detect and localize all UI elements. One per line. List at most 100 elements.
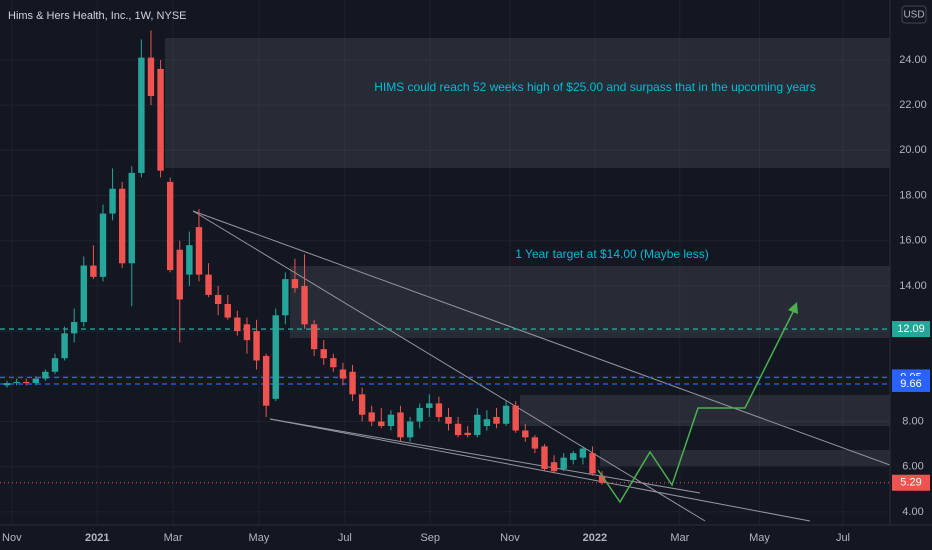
- candle-body: [474, 414, 481, 436]
- candle-body: [23, 381, 30, 384]
- candle-body: [330, 358, 337, 368]
- x-tick-label: Mar: [164, 532, 183, 544]
- candle-body: [80, 265, 87, 323]
- trendline: [269, 418, 811, 522]
- candle-body: [291, 279, 299, 289]
- candle-body: [42, 371, 49, 379]
- candle-body: [205, 274, 212, 295]
- candle-body: [214, 294, 222, 304]
- candle-body: [512, 405, 519, 431]
- candles: [3, 30, 606, 485]
- currency-box[interactable]: [901, 5, 927, 24]
- candle-body: [589, 453, 596, 474]
- candle-body: [138, 57, 145, 173]
- candle-body: [243, 324, 251, 341]
- price-tag: [892, 321, 930, 338]
- candle-body: [70, 322, 78, 334]
- candle-body: [406, 421, 414, 438]
- candle-body: [541, 446, 548, 469]
- y-tick-label: 24.00: [899, 54, 927, 66]
- candle-body: [445, 416, 452, 424]
- zone: [600, 450, 890, 466]
- candle-body: [118, 188, 126, 264]
- candle-body: [483, 419, 491, 427]
- candle-body: [262, 355, 270, 406]
- price-tag-label: 9.66: [900, 378, 921, 390]
- candle-body: [186, 245, 193, 275]
- zone: [520, 395, 890, 426]
- candle-body: [349, 371, 356, 395]
- candle-body: [339, 369, 347, 379]
- candle-body: [166, 181, 174, 271]
- x-tick-label: 2022: [583, 532, 607, 544]
- x-tick-label: Nov: [2, 532, 22, 544]
- y-tick-label: 22.00: [899, 99, 927, 111]
- candle-body: [272, 315, 279, 399]
- projection-arrow: [788, 302, 798, 314]
- projection-path: [597, 307, 796, 504]
- candle-body: [13, 381, 20, 384]
- grid: [0, 0, 890, 525]
- candle-body: [234, 317, 241, 332]
- candle-body: [560, 457, 567, 469]
- x-tick-label: Jul: [338, 532, 352, 544]
- candle-body: [493, 416, 500, 424]
- y-tick-label: 8.00: [902, 415, 923, 427]
- price-lines: [0, 328, 890, 484]
- x-tick-label: May: [249, 532, 270, 544]
- x-tick-label: May: [749, 532, 770, 544]
- candle-body: [550, 462, 558, 472]
- candle-body: [99, 213, 107, 277]
- candle-body: [3, 383, 11, 386]
- candle-body: [147, 57, 155, 97]
- candle-body: [464, 432, 471, 436]
- price-axis: [890, 0, 932, 550]
- zone: [290, 266, 890, 338]
- x-tick-label: Jul: [836, 532, 850, 544]
- candle-body: [531, 437, 539, 449]
- candle-body: [224, 303, 231, 318]
- candle-body: [51, 358, 59, 372]
- trendlines: [192, 210, 891, 522]
- candle-body: [310, 324, 318, 350]
- candle-body: [253, 331, 260, 361]
- price-tag: [892, 375, 930, 392]
- candle-body: [397, 412, 404, 438]
- candle-body: [320, 349, 327, 359]
- candle-body: [109, 188, 116, 214]
- zone: [165, 38, 890, 168]
- candle-body: [176, 249, 183, 300]
- candle-body: [579, 448, 587, 458]
- trendline: [269, 418, 701, 494]
- price-tag-label: 12.09: [897, 323, 925, 335]
- candle-body: [157, 68, 164, 171]
- candle-body: [32, 378, 39, 384]
- candle-body: [368, 412, 375, 422]
- annotation: HIMS could reach 52 weeks high of $25.00…: [374, 80, 816, 94]
- candle-body: [90, 265, 97, 277]
- candle-body: [61, 333, 68, 359]
- x-tick-label: Mar: [670, 532, 689, 544]
- y-tick-label: 14.00: [899, 280, 927, 292]
- chart-title: Hims & Hers Health, Inc., 1W, NYSE: [8, 10, 187, 22]
- x-tick-label: 2021: [85, 532, 109, 544]
- candle-body: [378, 421, 385, 427]
- candle-body: [570, 453, 577, 460]
- candle-body: [195, 227, 203, 275]
- candle-body: [435, 403, 443, 417]
- candle-body: [416, 407, 423, 422]
- candle-body: [387, 414, 395, 427]
- price-tag-label: 5.29: [900, 477, 921, 489]
- currency[interactable]: USD: [903, 10, 924, 21]
- price-tag: [892, 474, 930, 491]
- x-tick-label: Nov: [500, 532, 520, 544]
- x-tick-label: Sep: [420, 532, 440, 544]
- candle-body: [358, 394, 366, 415]
- candle-body: [522, 430, 529, 438]
- trendline: [192, 210, 891, 466]
- trendline: [192, 210, 706, 522]
- zones: [165, 38, 890, 466]
- candle-body: [502, 405, 510, 424]
